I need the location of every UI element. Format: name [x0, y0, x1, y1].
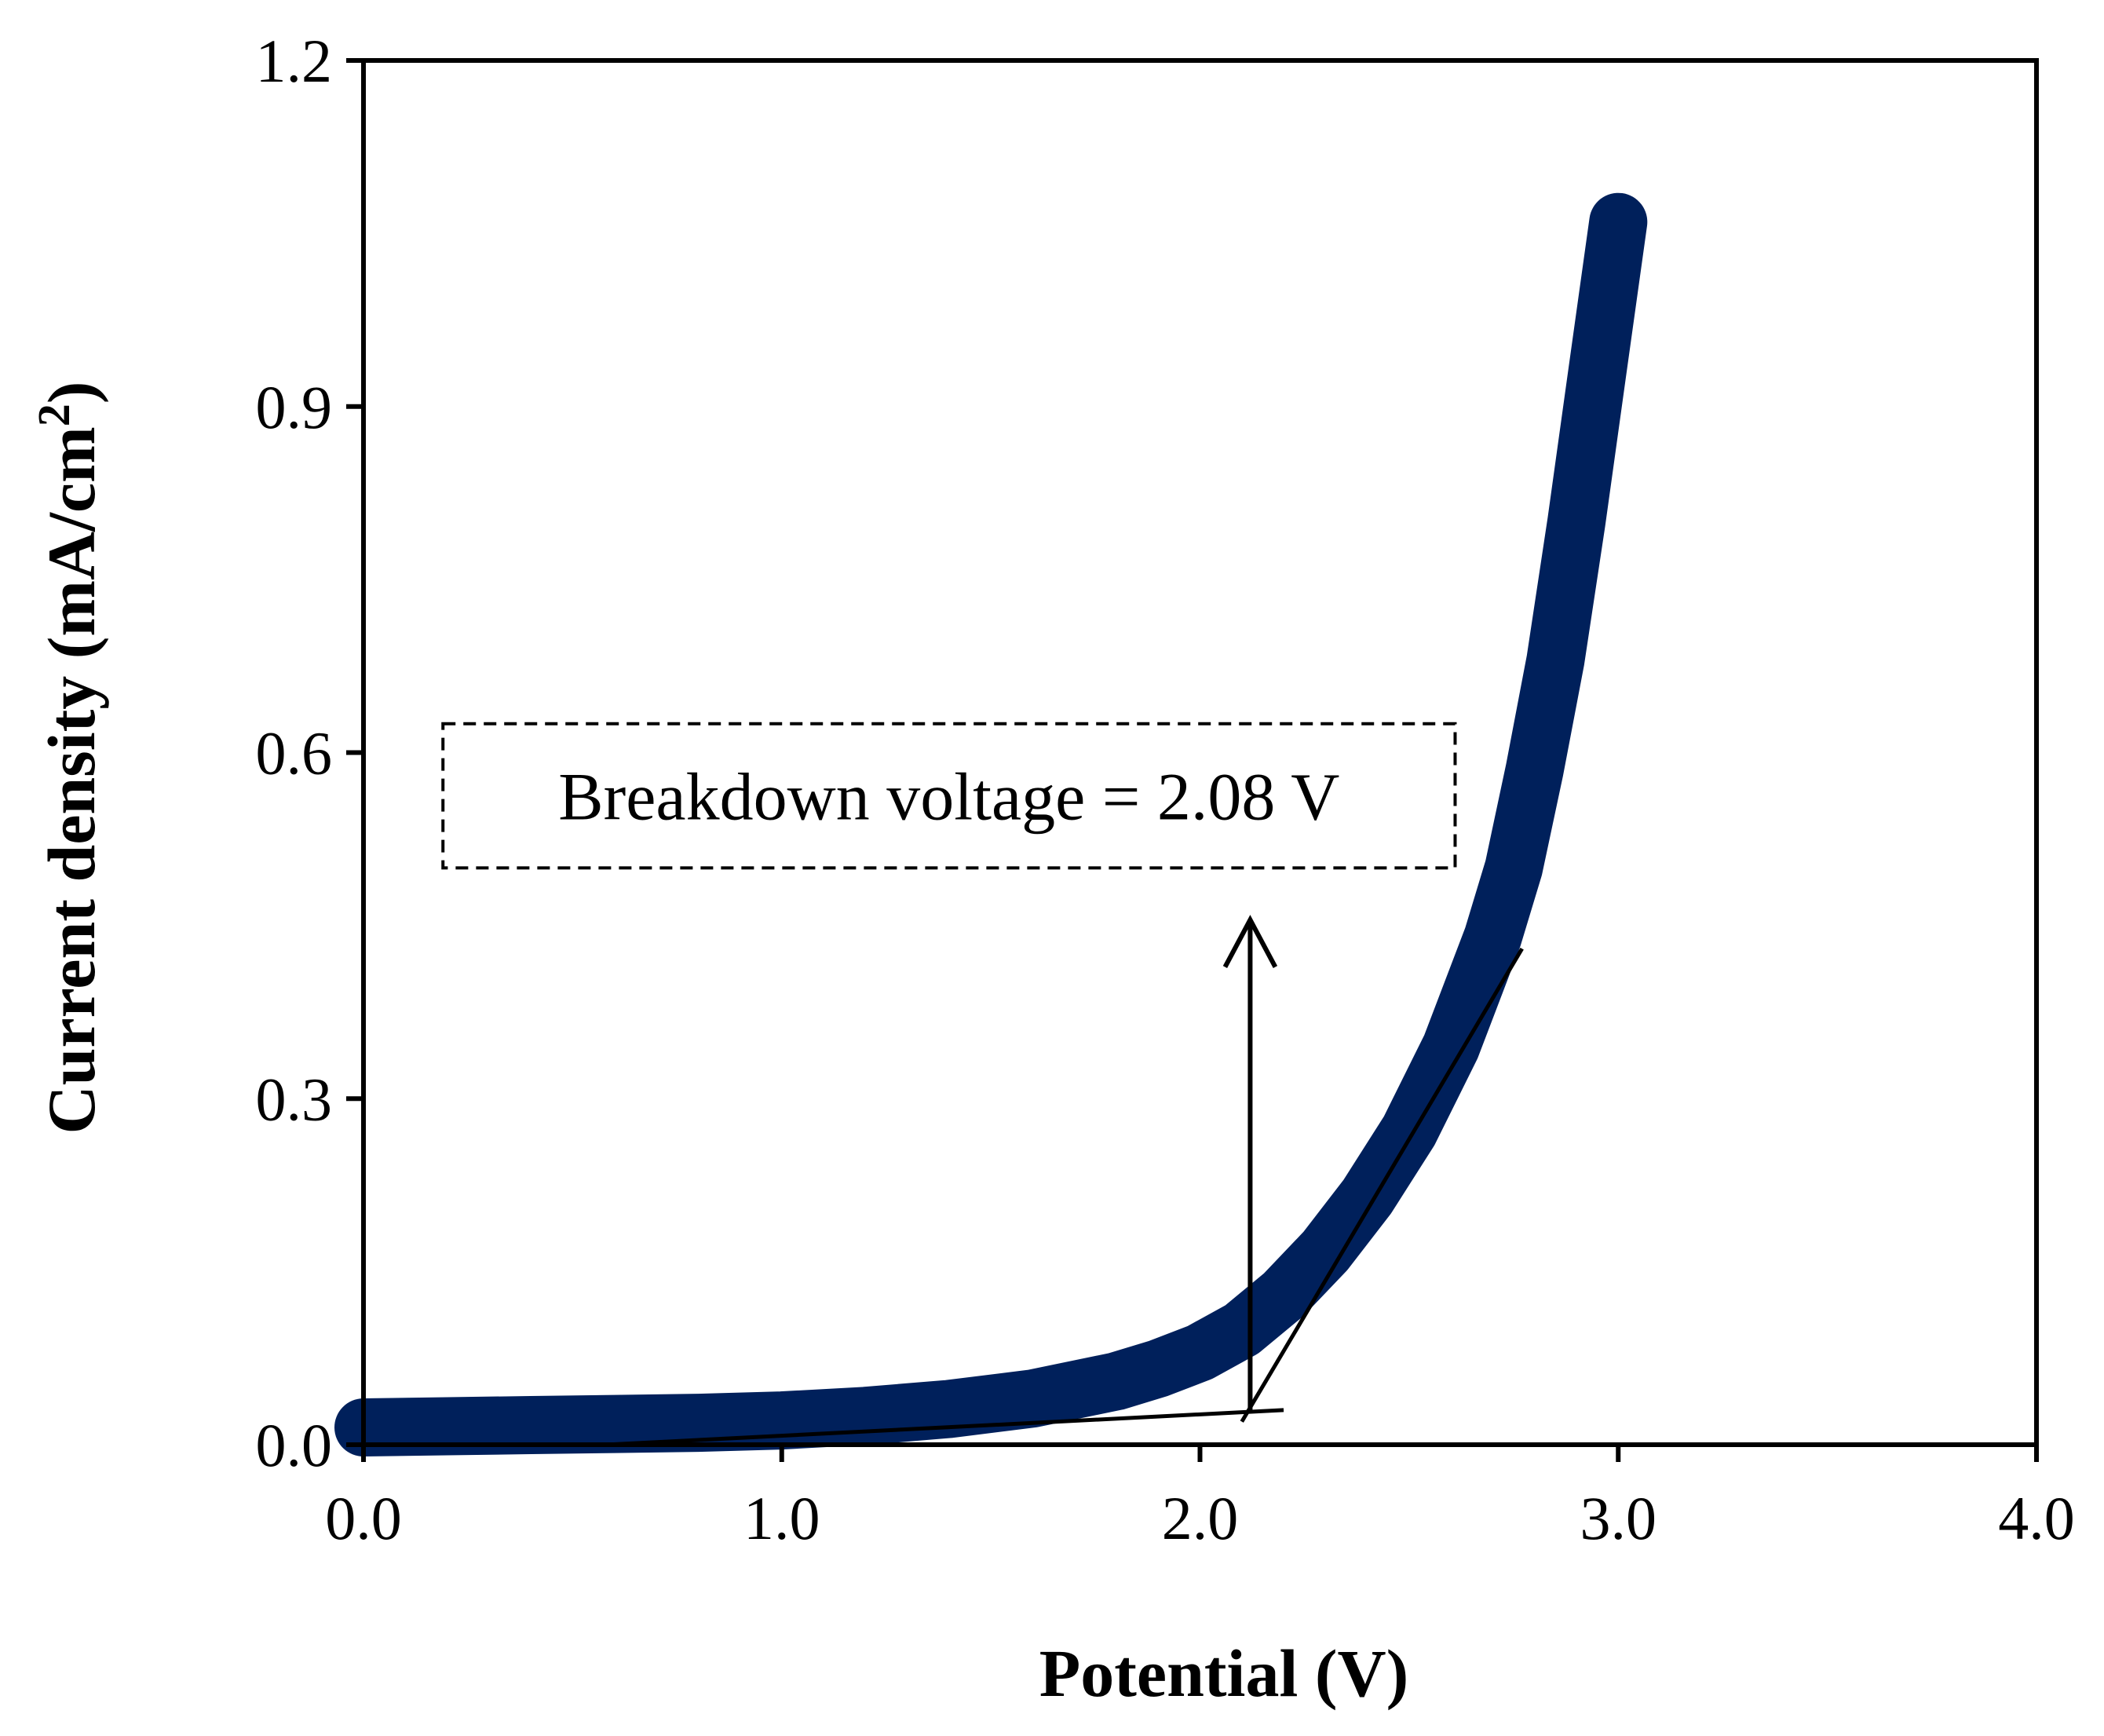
fit-lines-layer: [605, 947, 1524, 1447]
x-axis: 0.0 1.0 2.0 3.0 4.0: [325, 1445, 2075, 1552]
steep-fit-line: [1240, 947, 1524, 1423]
x-tick-label: 4.0: [1998, 1484, 2075, 1552]
annotation-box: [441, 722, 1457, 870]
y-axis-title-main: Current density (mA/cm: [34, 426, 109, 1134]
y-axis: 0.0 0.3 0.6 0.9 1.2: [256, 27, 363, 1479]
x-tick-label: 0.0: [325, 1484, 402, 1552]
y-tick-label: 0.0: [256, 1411, 333, 1479]
x-tick-label: 3.0: [1580, 1484, 1657, 1552]
annotation-text: Breakdown voltage = 2.08 V: [558, 759, 1339, 835]
baseline-fit-line: [605, 1408, 1284, 1447]
y-axis-title: Current density (mA/cm2): [28, 382, 110, 1135]
y-tick-label: 1.2: [256, 27, 333, 95]
x-axis-title: Potential (V): [1039, 1635, 1408, 1711]
annotation-layer: Breakdown voltage = 2.08 V: [441, 722, 1457, 1410]
y-tick-label: 0.6: [256, 719, 333, 788]
series-line: [334, 192, 1648, 1456]
breakdown-arrow-head: [1222, 915, 1278, 968]
y-axis-title-superscript: 2: [28, 404, 79, 426]
y-axis-title-end: ): [34, 382, 109, 404]
x-tick-label: 1.0: [743, 1484, 820, 1552]
y-tick-label: 0.9: [256, 373, 333, 441]
data-series-layer: [334, 192, 1648, 1456]
y-tick-label: 0.3: [256, 1065, 333, 1133]
x-tick-label: 2.0: [1162, 1484, 1239, 1552]
